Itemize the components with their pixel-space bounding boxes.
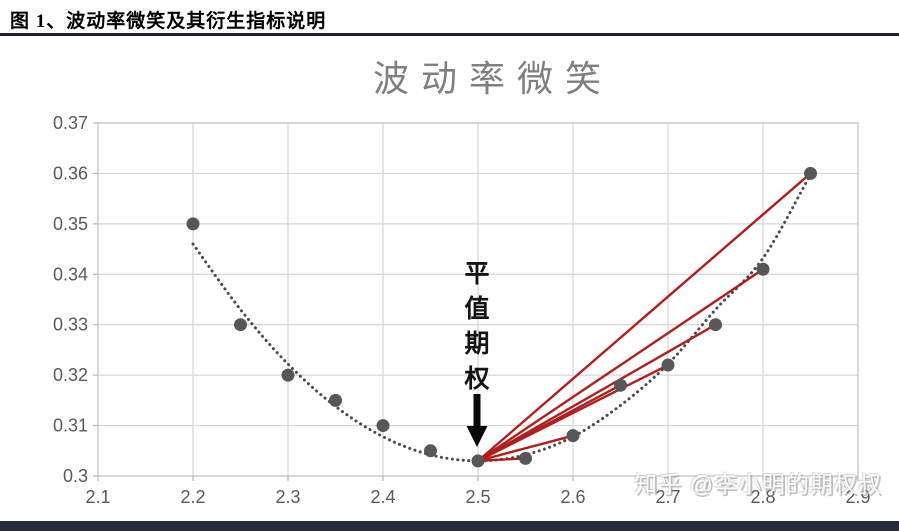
data-point-marker — [756, 262, 770, 276]
data-point-marker — [709, 318, 722, 332]
atm-down-arrow — [466, 394, 488, 447]
x-tick-label: 2.7 — [655, 487, 680, 507]
x-tick-label: 2.5 — [465, 487, 490, 507]
y-tick-label: 0.33 — [53, 315, 88, 335]
x-tick-label: 2.1 — [85, 487, 110, 507]
y-tick-label: 0.37 — [53, 113, 88, 133]
skew-line — [477, 363, 669, 462]
skew-line — [477, 268, 764, 462]
y-tick-label: 0.31 — [53, 416, 88, 436]
y-tick-label: 0.36 — [53, 163, 88, 183]
data-point-marker — [661, 358, 675, 372]
x-tick-label: 2.3 — [275, 487, 300, 507]
data-point-marker — [804, 166, 817, 180]
data-point-marker — [471, 454, 485, 468]
data-point-marker — [186, 217, 200, 231]
skew-line — [477, 434, 574, 463]
data-point-marker — [614, 378, 627, 392]
data-point-marker — [329, 393, 342, 407]
skew-line — [477, 457, 526, 463]
zhihu-watermark: 知乎 @李小明的期权叔 — [634, 471, 882, 497]
y-tick-label: 0.32 — [53, 365, 88, 385]
y-tick-label: 0.3 — [63, 466, 88, 486]
chart-title: 波动率微笑 — [372, 58, 613, 99]
data-point-marker — [376, 419, 390, 433]
y-tick-label: 0.34 — [53, 264, 88, 284]
bottom-bar — [0, 521, 899, 531]
data-point-marker — [519, 451, 532, 465]
x-tick-label: 2.8 — [750, 487, 775, 507]
dotted-trendline — [191, 172, 812, 463]
data-point-marker — [424, 444, 437, 458]
x-tick-label: 2.2 — [180, 487, 205, 507]
data-point-marker — [566, 429, 580, 443]
data-point-marker — [234, 318, 247, 332]
y-tick-label: 0.35 — [53, 214, 88, 234]
header-rule-divider — [0, 33, 899, 36]
x-tick-label: 2.4 — [370, 487, 395, 507]
data-point-marker — [281, 368, 295, 382]
skew-line — [477, 172, 812, 462]
x-tick-label: 2.6 — [560, 487, 585, 507]
atm-option-annotation: 平值期权 — [464, 260, 490, 393]
x-tick-label: 2.9 — [845, 487, 870, 507]
skew-line — [477, 323, 717, 462]
figure-caption: 图 1、波动率微笑及其衍生指标说明 — [10, 11, 327, 32]
